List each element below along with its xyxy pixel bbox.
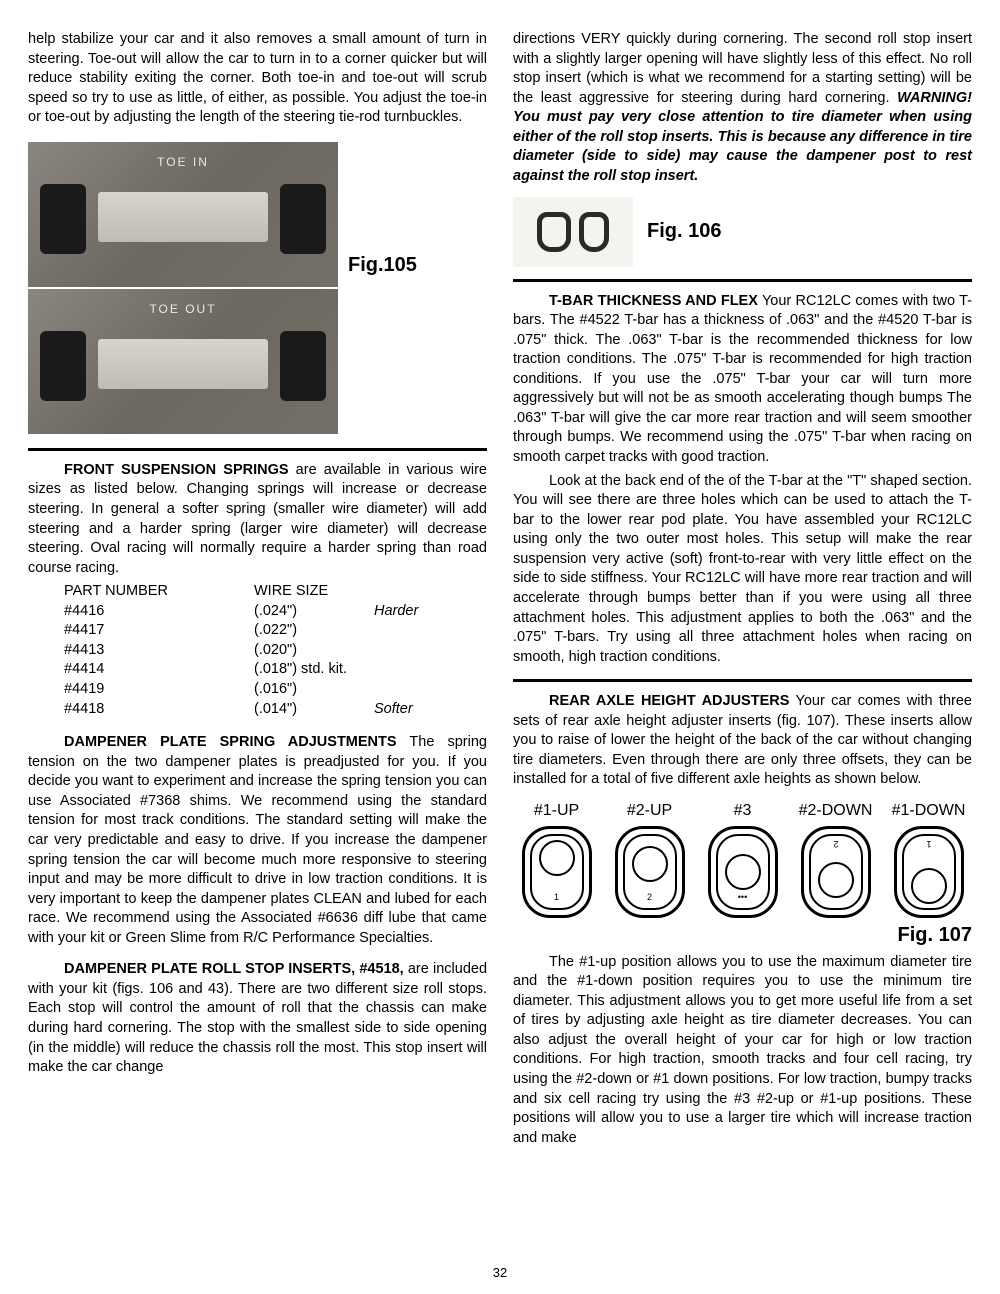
final-paragraph: The #1-up position allows you to use the… [513, 953, 972, 1149]
axle-head: REAR AXLE HEIGHT ADJUSTERS [549, 693, 789, 709]
adjuster-3: #3 ••• [699, 800, 786, 918]
figure-107: #1-UP 1 #2-UP 2 #3 ••• #2-DOWN 2 #1-DOWN [513, 800, 972, 949]
table-row: #4419(.016") [64, 680, 487, 700]
table-row: #4414(.018") std. kit. [64, 660, 487, 680]
adjuster-2-up: #2-UP 2 [606, 800, 693, 918]
divider [513, 279, 972, 282]
damp-head: DAMPENER PLATE SPRING ADJUSTMENTS [64, 734, 397, 750]
photo-toe-out: TOE OUT [28, 289, 338, 434]
fig105-label: Fig.105 [348, 252, 417, 279]
roll-stop-icon [579, 212, 609, 252]
figure-105: TOE IN TOE OUT Fig.105 [28, 142, 487, 434]
th-part: PART NUMBER [64, 582, 254, 602]
fig107-label: Fig. 107 [513, 922, 972, 949]
divider [28, 448, 487, 451]
roll-stop-icon [537, 212, 571, 252]
roll-stop-paragraph: DAMPENER PLATE ROLL STOP INSERTS, #4518,… [28, 960, 487, 1077]
table-row: #4418(.014")Softer [64, 700, 487, 720]
photo-toe-in: TOE IN [28, 142, 338, 287]
fig105-images: TOE IN TOE OUT [28, 142, 338, 434]
tbar-paragraph: T-BAR THICKNESS AND FLEX Your RC12LC com… [513, 292, 972, 468]
left-column: help stabilize your car and it also remo… [28, 30, 487, 1152]
springs-paragraph: FRONT SUSPENSION SPRINGS are available i… [28, 461, 487, 578]
damp-body: The spring tension on the two dampener p… [28, 734, 487, 946]
table-row: #4417(.022") [64, 621, 487, 641]
th-wire: WIRE SIZE [254, 582, 374, 602]
roll-head: DAMPENER PLATE ROLL STOP INSERTS, #4518, [64, 961, 404, 977]
figure-106: Fig. 106 [513, 197, 972, 267]
dampener-paragraph: DAMPENER PLATE SPRING ADJUSTMENTS The sp… [28, 733, 487, 948]
tbar-body: Your RC12LC comes with two T-bars. The #… [513, 293, 972, 466]
roll-body: are included with your kit (figs. 106 an… [28, 961, 487, 1075]
springs-head: FRONT SUSPENSION SPRINGS [64, 462, 289, 478]
table-row: #4413(.020") [64, 641, 487, 661]
photo-label-1: TOE IN [157, 154, 209, 170]
adjuster-row: #1-UP 1 #2-UP 2 #3 ••• #2-DOWN 2 #1-DOWN [513, 800, 972, 918]
fig106-image [513, 197, 633, 267]
page-number: 32 [493, 1264, 507, 1282]
intro-text: help stabilize your car and it also remo… [28, 30, 487, 128]
photo-label-2: TOE OUT [149, 301, 216, 317]
adjuster-2-down: #2-DOWN 2 [792, 800, 879, 918]
divider [513, 679, 972, 682]
adjuster-1-up: #1-UP 1 [513, 800, 600, 918]
page-columns: help stabilize your car and it also remo… [28, 30, 972, 1152]
table-row: #4416(.024")Harder [64, 602, 487, 622]
axle-paragraph: REAR AXLE HEIGHT ADJUSTERS Your car come… [513, 692, 972, 790]
tbar-paragraph-2: Look at the back end of the of the T-bar… [513, 472, 972, 668]
right-cont-paragraph: directions VERY quickly during cornering… [513, 30, 972, 187]
adjuster-1-down: #1-DOWN 1 [885, 800, 972, 918]
tbar-head: T-BAR THICKNESS AND FLEX [549, 293, 758, 309]
springs-body: are available in various wire sizes as l… [28, 462, 487, 576]
table-header: PART NUMBER WIRE SIZE [64, 582, 487, 602]
spring-table: PART NUMBER WIRE SIZE #4416(.024")Harder… [64, 582, 487, 719]
fig106-label: Fig. 106 [647, 218, 721, 245]
right-column: directions VERY quickly during cornering… [513, 30, 972, 1152]
